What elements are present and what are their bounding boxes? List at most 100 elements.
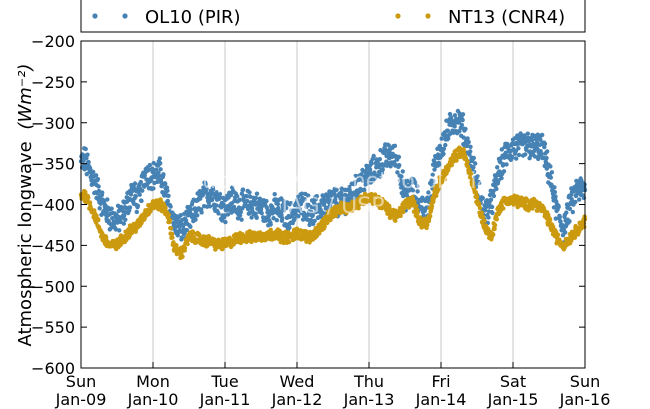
data-point [96,184,101,189]
data-point [306,193,311,198]
data-point [380,167,385,172]
data-point [325,205,330,210]
data-point [287,225,292,230]
data-point [203,182,208,187]
data-point [156,173,162,178]
data-point [525,131,530,136]
x-axis: SunJan-09MonJan-10TueJan-11WedJan-12ThuJ… [55,362,611,409]
data-point [456,120,462,125]
data-point [542,141,548,146]
data-point [432,167,437,172]
data-point [330,199,335,204]
data-point [421,213,426,218]
data-point [395,170,400,175]
legend-label-nt13: NT13 (CNR4) [448,7,565,28]
data-point [133,194,138,199]
y-tick-label: −500 [31,277,75,296]
data-point [473,161,478,166]
data-point [175,233,180,238]
data-point [547,217,553,223]
data-point [169,231,175,237]
data-point [557,214,562,220]
data-point [214,190,219,195]
data-point [466,139,471,145]
series-layer [78,108,588,261]
data-point [163,205,168,211]
data-point [127,205,133,210]
data-point [84,156,89,161]
data-point [545,149,550,154]
data-point [281,198,286,204]
data-point [492,226,497,232]
data-point [415,189,420,194]
data-point [207,204,213,209]
data-point [445,128,450,133]
data-point [551,224,556,230]
data-point [263,218,269,223]
data-point [171,240,176,245]
x-tick-label-date: Jan-16 [559,390,611,409]
data-point [288,201,294,206]
data-point [480,215,486,220]
data-point [490,210,495,216]
data-point [564,210,569,215]
x-tick-label-day: Sun [570,372,600,391]
data-point [85,152,90,157]
data-point [158,167,163,172]
data-point [359,172,364,177]
data-point [292,216,297,221]
data-point [480,196,485,201]
data-point [494,217,499,222]
x-tick-label-day: Mon [136,372,170,391]
data-point [378,174,383,179]
x-tick-label-date: Jan-14 [415,390,467,409]
data-point [155,179,160,185]
data-point [573,199,578,205]
data-point [570,209,575,215]
data-point [214,203,219,208]
data-point [372,176,378,181]
data-point [305,217,310,222]
data-point [280,215,285,221]
data-point [510,154,515,160]
y-tick-label: −250 [31,73,75,92]
data-point [86,195,91,200]
data-point [223,219,228,225]
data-point [188,207,193,212]
data-point [284,205,289,211]
data-point [129,230,135,236]
data-point [180,254,185,259]
data-point [501,169,507,174]
data-point [333,193,338,199]
data-point [353,173,358,179]
legend-marker-ol10 [92,13,98,19]
data-point [415,210,420,216]
data-point [484,198,490,203]
data-point [165,198,170,204]
data-point [299,191,305,196]
data-point [174,243,179,248]
legend: OL10 (PIR) NT13 (CNR4) [80,0,586,33]
data-point [109,206,114,211]
data-point [551,205,557,210]
y-axis-title-text: Atmospheric longwave [15,141,36,346]
x-tick-label-day: Thu [353,372,384,391]
data-point [310,212,315,217]
data-point [421,216,427,221]
data-point [221,202,226,207]
data-point [188,224,193,229]
x-tick-label-day: Sat [500,372,526,391]
data-point [441,146,447,151]
data-point [230,185,235,190]
data-point [465,136,470,141]
y-tick-label: −450 [31,236,75,255]
y-axis: −200 −250 −300 −350 −400 −450 −500 −550 −600 [31,32,585,378]
data-point [535,132,540,137]
watermark-line-1: Grupo de Micrometeorologia [176,169,490,194]
data-point [228,192,234,198]
data-point [135,203,141,208]
x-tick-label-date: Jan-09 [55,390,107,409]
data-point [486,215,491,220]
data-point [501,162,506,167]
y-tick-label: −550 [31,318,75,337]
